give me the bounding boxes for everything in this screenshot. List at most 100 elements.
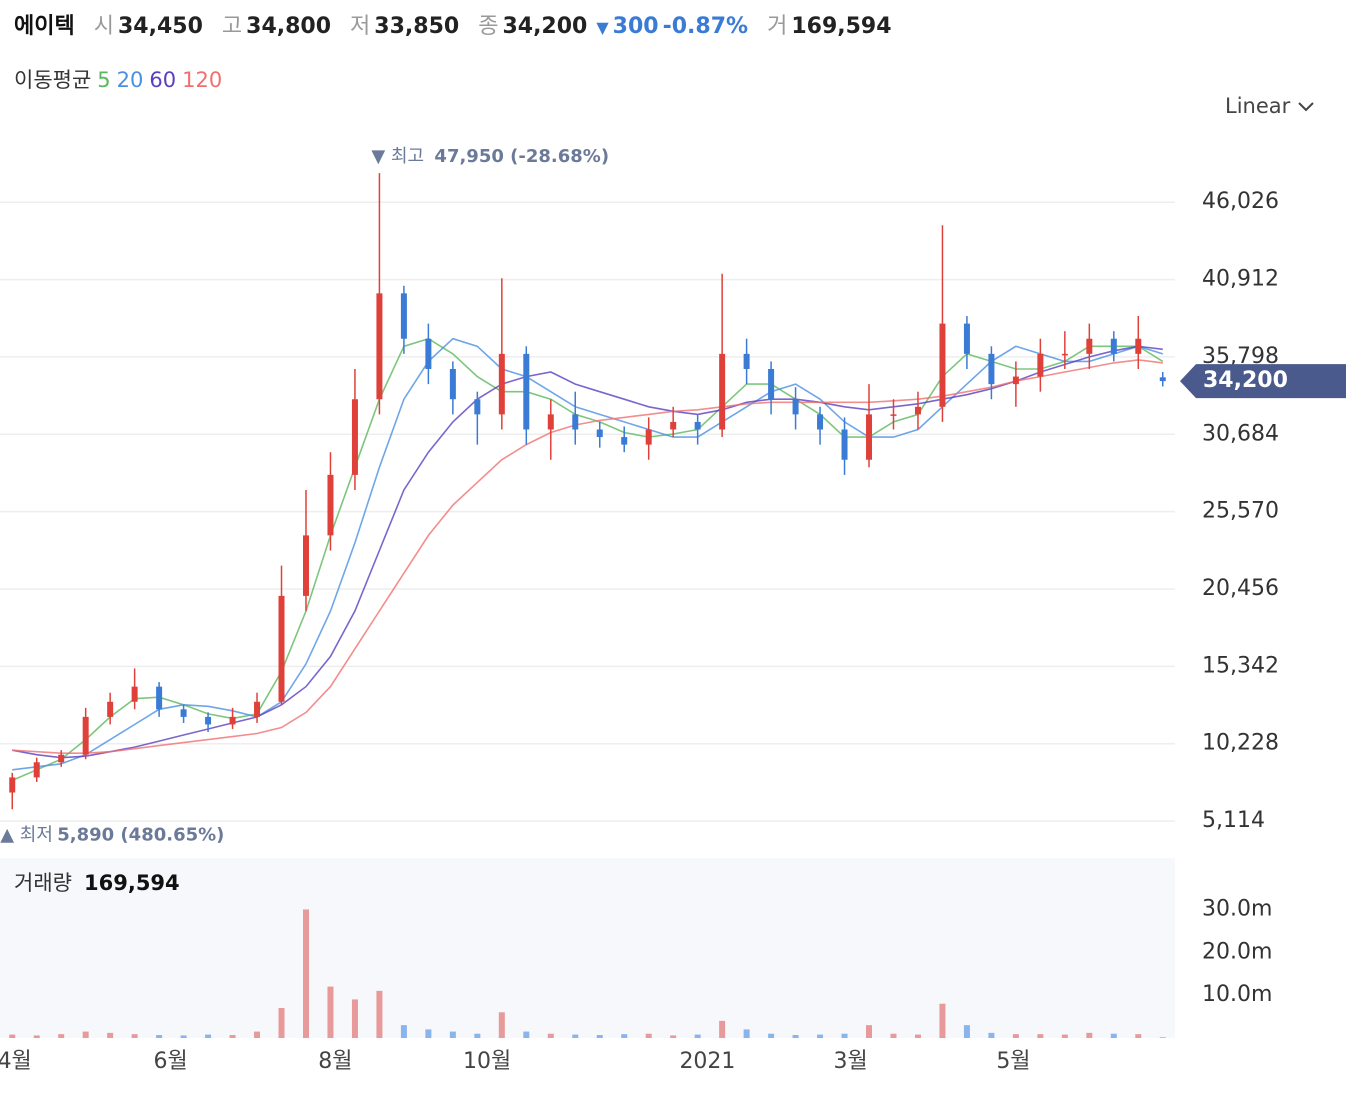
candle-body [596,429,603,438]
volume-bar [58,1034,65,1038]
y-tick-label: 5,114 [1202,808,1265,833]
stock-name: 에이텍 [14,14,75,39]
volume-bar [768,1033,775,1038]
high-text: 47,950 (-28.68%) [434,146,609,167]
volume-bar [939,1003,946,1038]
candle-body [547,414,554,430]
change: 300 [612,14,659,39]
candle-body [817,414,824,430]
volume-bar [1135,1034,1142,1038]
candle-body [107,701,114,717]
label: 거 [767,14,788,39]
label: 종 [478,14,499,39]
ma-line [12,359,1163,755]
candle-body [278,595,285,702]
x-tick-label: 6월 [153,1049,187,1074]
y-tick-label: 10,228 [1202,731,1279,756]
volume-bar [572,1034,579,1038]
candle-body [694,421,701,430]
value: 34,800 [246,14,332,39]
volume-bar [180,1035,187,1038]
candle-body [58,754,65,763]
ma-title: 이동평균 [14,68,92,92]
y-tick-label: 40,912 [1202,267,1279,292]
ma-period: 60 [149,68,177,92]
candle-body [254,701,261,717]
ma-period: 5 [97,68,111,92]
candle-body [963,323,970,354]
candle-body [474,399,481,415]
candle-body [939,323,946,407]
y-tick-label: 20,456 [1202,576,1279,601]
volume-bar [523,1031,530,1038]
volume-bar [621,1034,628,1038]
volume-bar [474,1033,481,1038]
candle-body [1135,338,1142,354]
volume-bar [670,1035,677,1038]
candle-body [866,414,873,460]
volume-bar [1110,1033,1117,1038]
scale-dropdown[interactable]: Linear [1225,94,1315,118]
volume-bar [841,1033,848,1038]
chevron [1298,102,1314,112]
volume-bar [205,1034,212,1038]
volume-bar [131,1034,138,1038]
volume-bar [890,1033,897,1038]
candle-body [302,535,309,596]
candle-body [1037,353,1044,377]
y-tick-label: 46,026 [1202,189,1279,214]
volume-bar [254,1031,261,1038]
volume-bar [302,909,309,1038]
ma-period: 20 [116,68,144,92]
volume-bar [817,1034,824,1038]
volume-bar [988,1032,995,1038]
volume-bar [400,1025,407,1038]
candle-body [180,709,187,717]
volume-bar [229,1035,236,1038]
volume-bar [327,986,334,1038]
volume-title-value: 169,594 [84,871,180,895]
value: 34,450 [117,14,203,39]
ma-period: 120 [182,68,223,92]
candle-body [498,353,505,415]
label: 고 [221,14,243,39]
candle-body [327,474,334,536]
volume-bar [743,1029,750,1038]
candle-body [914,406,921,415]
y-tick-label: 25,570 [1202,499,1279,524]
volume-bar [1012,1034,1019,1038]
ma-line [12,345,1163,759]
candle-body [205,716,212,725]
value: 33,850 [374,14,460,39]
candle-body [645,429,652,445]
volume-bar [1037,1034,1044,1038]
volume-bar [1159,1037,1166,1038]
ma-line [12,337,1164,771]
candle-body [351,399,358,475]
candle-body [621,437,628,445]
candle-body [376,293,383,400]
volume-bar [596,1035,603,1038]
value: 169,594 [791,14,892,39]
quote-header: 에이텍 시 34,450 고 34,800 저 33,850 종 34,200 ▼ 300… [14,8,904,40]
low-label: ▲ 최저 [0,824,53,845]
y-tick-label: 35,798 [1202,344,1279,369]
volume-bar [107,1032,114,1038]
candle-body [229,716,236,725]
volume-bar [351,999,358,1038]
candle-body [82,716,89,755]
candle-body [890,414,897,416]
volume-bar [645,1033,652,1038]
volume-bar [963,1025,970,1038]
y-tick-label: 15,342 [1202,653,1279,678]
volume-bar [694,1034,701,1038]
price-tag-label: 34,200 [1203,368,1288,393]
candle-body [449,368,456,400]
change-arrow: ▼ [596,18,609,37]
label: 시 [93,14,114,39]
y-tick-label: 30.0m [1202,896,1272,921]
x-tick-label: 3월 [834,1049,868,1074]
candle-body [670,421,677,430]
y-tick-label: 30,684 [1202,421,1279,446]
